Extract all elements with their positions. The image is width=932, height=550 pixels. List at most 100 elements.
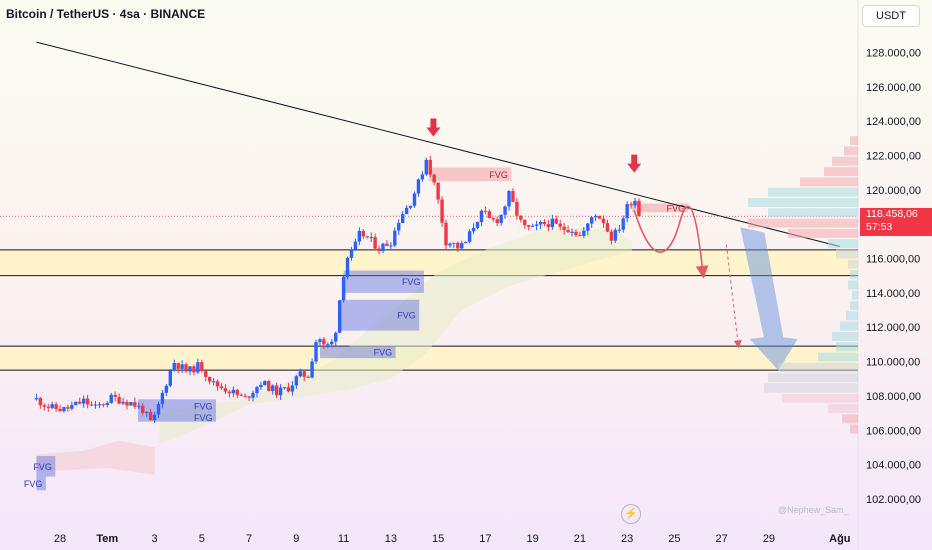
candle-body	[601, 218, 606, 224]
candle-body	[141, 405, 145, 414]
fvg-label: FVG	[24, 479, 43, 489]
volume-profile-bar	[788, 228, 858, 238]
candle-body	[81, 398, 86, 404]
candle-body	[550, 218, 555, 228]
candle-body	[542, 221, 547, 225]
volume-profile-bar	[844, 146, 858, 156]
current-price-tag: 118.458,06 57:53	[860, 208, 932, 236]
currency-button[interactable]: USDT	[862, 5, 920, 27]
candle-body	[534, 224, 539, 226]
candle-body	[373, 237, 377, 249]
candle-body	[207, 376, 212, 382]
y-axis-tick-label: 124.000,00	[866, 116, 921, 128]
candle-body	[613, 229, 618, 241]
candle-body	[503, 206, 507, 215]
candle-body	[456, 242, 460, 249]
candle-body	[192, 366, 196, 373]
candle-body	[274, 385, 279, 396]
candle-body	[239, 394, 243, 396]
candle-body	[586, 223, 590, 231]
candle-body	[129, 402, 133, 406]
projection-big-arrow	[740, 227, 798, 371]
fvg-zone	[631, 203, 689, 213]
candle-body	[562, 226, 566, 230]
support-zone	[0, 346, 858, 371]
candle-body	[286, 387, 291, 392]
author-watermark: @Nephew_Sam_	[778, 505, 849, 515]
volume-profile-bar	[818, 352, 858, 362]
volume-profile-bar	[850, 301, 858, 311]
candle-body	[227, 391, 232, 394]
candle-body	[211, 381, 216, 383]
candle-body	[365, 236, 369, 238]
candle-body	[570, 231, 574, 233]
x-axis-tick-label: 15	[432, 533, 444, 545]
candle-body	[101, 404, 106, 406]
x-axis-tick-label: Tem	[96, 533, 118, 545]
candle-body	[400, 214, 405, 224]
candle-body	[302, 371, 306, 377]
candle-body	[436, 182, 440, 200]
candle-body	[444, 222, 448, 246]
candle-body	[538, 221, 543, 225]
candle-body	[530, 225, 535, 227]
y-axis-tick-label: 126.000,00	[866, 82, 921, 94]
fvg-zone	[428, 167, 512, 182]
volume-profile-bar	[768, 208, 858, 218]
fvg-zone	[319, 346, 396, 359]
y-axis-tick-label: 102.000,00	[866, 494, 921, 506]
x-axis-tick-label: 9	[293, 533, 299, 545]
candle-body	[593, 215, 598, 218]
volume-profile-bar	[748, 218, 858, 228]
fvg-zone	[138, 413, 216, 422]
fvg-label: FVG	[489, 170, 508, 180]
candle-body	[109, 394, 113, 403]
symbol-title: Bitcoin / TetherUS · 4sa · BINANCE	[6, 7, 206, 21]
candle-body	[66, 407, 70, 409]
candle-body	[389, 245, 393, 247]
candle-body	[137, 405, 141, 407]
candle-body	[251, 392, 255, 398]
y-axis-tick-label: 114.000,00	[866, 288, 920, 300]
candle-body	[74, 401, 78, 406]
volume-profile-bar	[764, 383, 858, 393]
fvg-label: FVG	[397, 311, 416, 321]
candle-body	[78, 401, 82, 404]
candle-body	[148, 411, 153, 421]
volume-profile-bar	[840, 321, 858, 331]
x-axis-tick-label: 27	[716, 533, 728, 545]
y-axis-tick-label: 120.000,00	[866, 185, 921, 197]
fvg-label: FVG	[374, 348, 393, 358]
candle-body	[475, 221, 480, 228]
volume-profile-bar	[850, 136, 858, 146]
candle-body	[337, 300, 342, 333]
candle-body	[637, 200, 641, 217]
x-axis-tick-label: 11	[338, 533, 349, 545]
candle-body	[341, 277, 346, 301]
candle-body	[633, 200, 637, 206]
candle-body	[428, 159, 432, 175]
candle-body	[160, 392, 165, 404]
candle-body	[144, 411, 149, 414]
candle-body	[85, 398, 90, 405]
candle-body	[196, 362, 200, 373]
y-axis-tick-label: 110.000,00	[866, 357, 920, 369]
candle-body	[393, 230, 397, 246]
volume-profile-bar	[824, 167, 858, 177]
candle-body	[330, 341, 334, 345]
candle-body	[46, 406, 50, 408]
candle-body	[597, 215, 602, 219]
candle-body	[554, 218, 558, 224]
volume-profile-bar	[748, 197, 858, 207]
candle-body	[298, 371, 302, 377]
candle-body	[408, 205, 413, 208]
candle-body	[152, 414, 157, 421]
y-axis-tick-label: 112.000,00	[866, 322, 920, 334]
candle-body	[491, 217, 495, 220]
current-price-value: 118.458,06	[866, 208, 918, 220]
candle-body	[452, 242, 456, 244]
candle-body	[420, 174, 425, 180]
volume-profile-bar	[850, 270, 858, 280]
candle-body	[515, 201, 519, 216]
x-axis-tick-label: 21	[574, 533, 586, 545]
